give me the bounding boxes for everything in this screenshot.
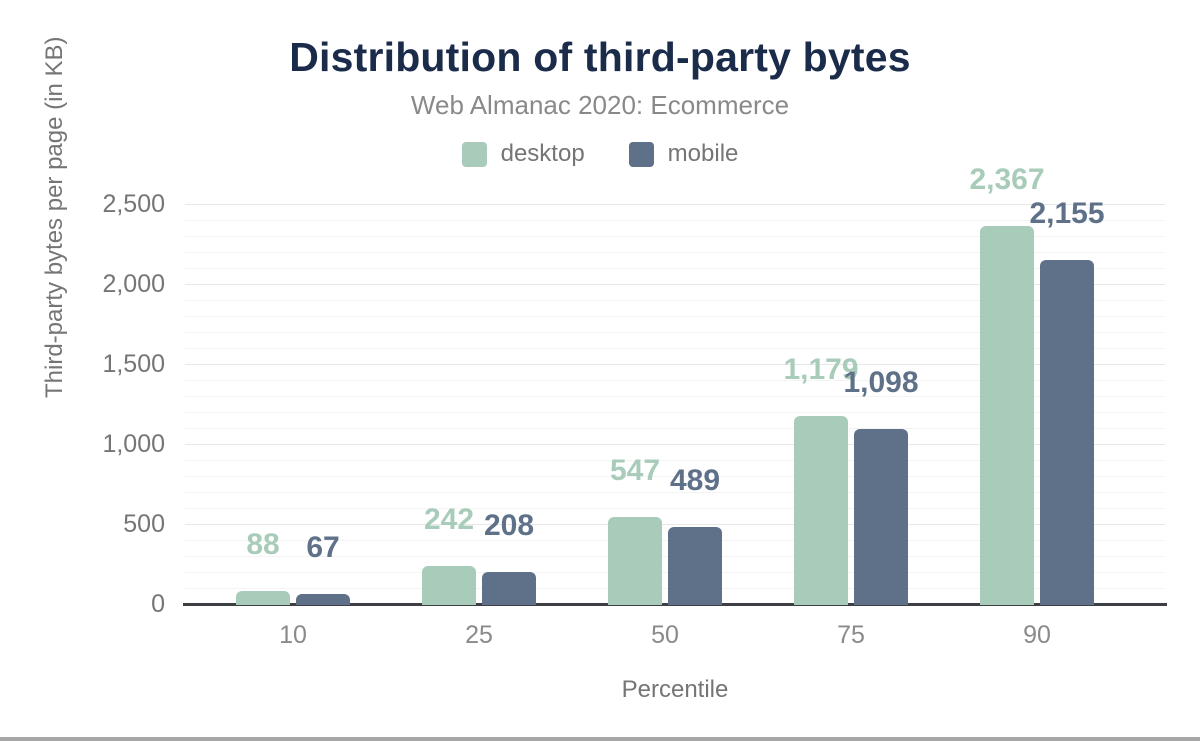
mobile-bar-p25[interactable] — [482, 571, 536, 605]
x-tick-label-75: 75 — [837, 621, 865, 649]
mobile-value-label-p75: 1,098 — [843, 366, 919, 400]
desktop-bar-p90[interactable] — [980, 226, 1034, 605]
gridline-minor — [185, 380, 1165, 381]
gridline-major — [185, 524, 1165, 525]
mobile-bar-p50[interactable] — [668, 526, 722, 605]
desktop-value-label-p25: 242 — [423, 503, 475, 537]
gridline-minor — [185, 460, 1165, 461]
x-tick-label-50: 50 — [651, 621, 679, 649]
gridline-major — [185, 364, 1165, 365]
gridline-minor — [185, 396, 1165, 397]
gridline-minor — [185, 412, 1165, 413]
mobile-bar-p10[interactable] — [296, 594, 350, 605]
gridline-major — [185, 284, 1165, 285]
gridline-major — [185, 204, 1165, 205]
legend-label-desktop: desktop — [500, 140, 585, 167]
x-tick-label-90: 90 — [1023, 621, 1051, 649]
y-tick-label: 500 — [123, 510, 165, 538]
legend-item-desktop[interactable]: desktop — [461, 140, 585, 168]
gridline-minor — [185, 300, 1165, 301]
gridline-minor — [185, 268, 1165, 269]
y-tick-label: 2,000 — [102, 270, 165, 298]
mobile-value-label-p50: 489 — [669, 463, 721, 497]
mobile-value-label-p10: 67 — [306, 531, 340, 565]
y-tick-label: 1,000 — [102, 430, 165, 458]
gridline-minor — [185, 492, 1165, 493]
gridline-minor — [185, 252, 1165, 253]
chart-title: Distribution of third-party bytes — [289, 34, 911, 80]
mobile-value-label-p90: 2,155 — [1029, 197, 1105, 231]
y-tick-label: 1,500 — [102, 350, 165, 378]
x-axis-title: Percentile — [621, 676, 729, 703]
gridline-minor — [185, 508, 1165, 509]
mobile-swatch-icon — [628, 141, 654, 167]
gridline-minor — [185, 428, 1165, 429]
plot-area: 0 500 1,000 1,500 2,000 2,500 88 67 10 242 208 25 54… — [102, 165, 1167, 649]
chart-subtitle: Web Almanac 2020: Ecommerce — [410, 90, 790, 120]
gridline-minor — [185, 348, 1165, 349]
x-tick-label-10: 10 — [279, 621, 307, 649]
y-tick-label: 2,500 — [102, 190, 165, 218]
gridline-minor — [185, 476, 1165, 477]
legend-item-mobile[interactable]: mobile — [628, 140, 739, 168]
legend-label-mobile: mobile — [667, 140, 739, 167]
gridline-minor — [185, 236, 1165, 237]
mobile-bar-p90[interactable] — [1040, 260, 1094, 605]
y-tick-label: 0 — [151, 590, 165, 618]
desktop-bar-p25[interactable] — [422, 566, 476, 605]
desktop-swatch-icon — [461, 141, 487, 167]
desktop-value-label-p75: 1,179 — [783, 353, 859, 387]
desktop-bar-p75[interactable] — [794, 416, 848, 605]
desktop-value-label-p10: 88 — [246, 527, 280, 561]
desktop-value-label-p50: 547 — [609, 454, 661, 488]
gridline-minor — [185, 332, 1165, 333]
mobile-bar-p75[interactable] — [854, 429, 908, 605]
desktop-value-label-p90: 2,367 — [969, 163, 1045, 197]
mobile-value-label-p25: 208 — [483, 508, 535, 542]
legend: desktop mobile — [0, 140, 1200, 168]
desktop-bar-p50[interactable] — [608, 517, 662, 605]
desktop-bar-p10[interactable] — [236, 590, 290, 605]
gridline-minor — [185, 316, 1165, 317]
gridline-minor — [185, 220, 1165, 221]
gridline-major — [185, 444, 1165, 445]
bottom-divider-bar — [0, 737, 1200, 741]
x-tick-label-25: 25 — [465, 621, 493, 649]
